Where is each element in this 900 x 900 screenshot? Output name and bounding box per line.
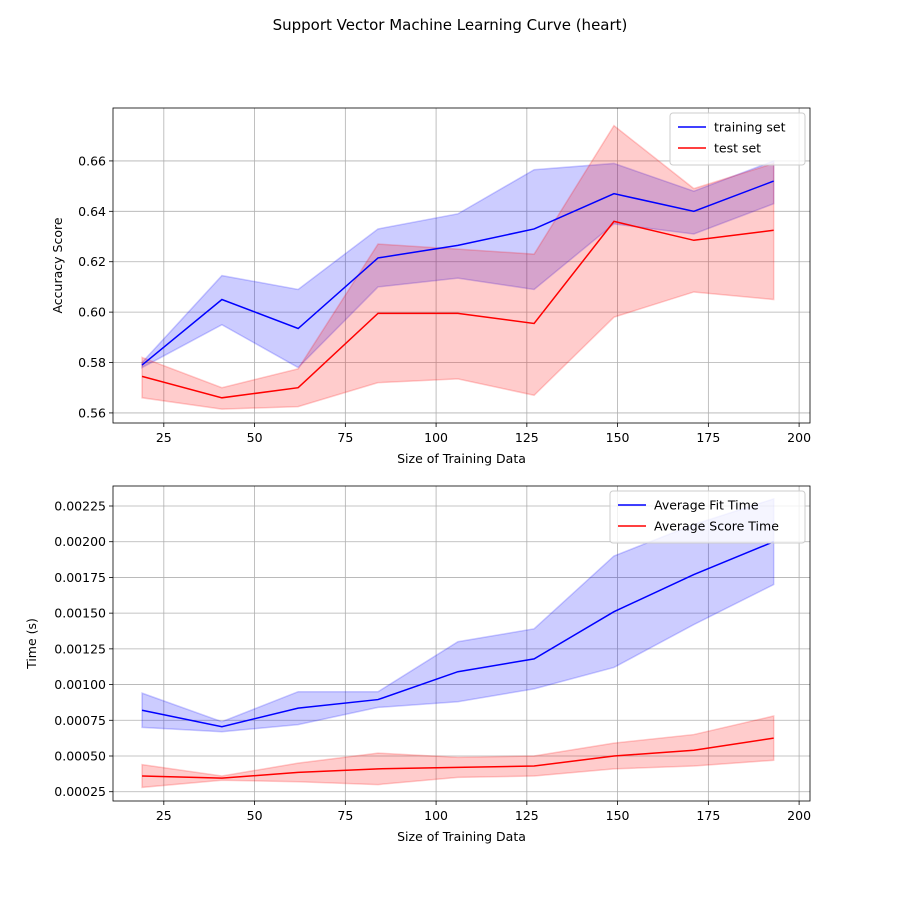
y-tick-label: 0.00125 bbox=[54, 641, 106, 656]
series-line-0 bbox=[141, 541, 774, 728]
time-chart: 25 50 75 100 125 150 175 200 0.00025 0.00050 0.000… bbox=[24, 485, 811, 844]
x-tick-label: 50 bbox=[247, 808, 263, 823]
y-tick-label: 0.62 bbox=[78, 254, 106, 269]
legend: training set test set bbox=[669, 112, 806, 166]
confidence-band-1 bbox=[141, 124, 775, 410]
legend-box bbox=[609, 490, 806, 544]
y-tick-label: 0.00150 bbox=[54, 606, 106, 621]
x-tick-label: 75 bbox=[337, 430, 353, 445]
y-tick-label: 0.00175 bbox=[54, 570, 106, 585]
legend-label: training set bbox=[714, 120, 786, 135]
x-tick-label: 125 bbox=[515, 430, 539, 445]
x-tick-label: 100 bbox=[424, 430, 448, 445]
confidence-band-0 bbox=[141, 159, 775, 369]
y-tick-label: 0.00075 bbox=[54, 713, 106, 728]
series-line-0 bbox=[141, 180, 774, 366]
series-line-1 bbox=[141, 220, 774, 399]
x-tick-label: 150 bbox=[606, 430, 630, 445]
legend-label: test set bbox=[714, 141, 761, 156]
y-tick-label: 0.00050 bbox=[54, 749, 106, 764]
grid bbox=[113, 486, 810, 801]
x-tick-label: 100 bbox=[424, 808, 448, 823]
legend-label: Average Fit Time bbox=[654, 498, 759, 513]
confidence-band-0 bbox=[141, 497, 775, 733]
series-line-1 bbox=[142, 737, 774, 779]
x-tick-label: 25 bbox=[156, 808, 172, 823]
legend: Average Fit Time Average Score Time bbox=[609, 490, 806, 544]
x-tick-label: 50 bbox=[247, 430, 263, 445]
x-tick-label: 175 bbox=[696, 808, 720, 823]
y-tick-label: 0.64 bbox=[78, 204, 106, 219]
figure-title: Support Vector Machine Learning Curve (h… bbox=[273, 16, 628, 34]
y-tick-label: 0.00200 bbox=[54, 534, 106, 549]
y-tick-label: 0.56 bbox=[78, 405, 106, 420]
x-tick-label: 75 bbox=[337, 808, 353, 823]
y-tick-label: 0.60 bbox=[78, 305, 106, 320]
legend-box bbox=[669, 112, 806, 166]
x-axis-label: Size of Training Data bbox=[397, 451, 526, 466]
plot-frame bbox=[112, 107, 811, 424]
plot-frame bbox=[112, 485, 811, 802]
y-axis-label: Time (s) bbox=[24, 618, 39, 670]
x-tick-label: 200 bbox=[787, 808, 811, 823]
x-axis-label: Size of Training Data bbox=[397, 829, 526, 844]
accuracy-chart: 25 50 75 100 125 150 175 200 0.56 0.58 0.60 0.62 0.6… bbox=[50, 107, 811, 466]
y-tick-label: 0.58 bbox=[78, 355, 106, 370]
x-tick-label: 200 bbox=[787, 430, 811, 445]
y-tick-label: 0.66 bbox=[78, 153, 106, 168]
y-axis-label: Accuracy Score bbox=[50, 217, 65, 313]
x-tick-label: 25 bbox=[156, 430, 172, 445]
y-tick-label: 0.00025 bbox=[54, 784, 106, 799]
legend-label: Average Score Time bbox=[654, 519, 779, 534]
x-tick-label: 150 bbox=[606, 808, 630, 823]
y-tick-label: 0.00225 bbox=[54, 499, 106, 514]
y-tick-label: 0.00100 bbox=[54, 677, 106, 692]
confidence-band-1 bbox=[141, 715, 775, 789]
x-tick-label: 125 bbox=[515, 808, 539, 823]
x-tick-label: 175 bbox=[696, 430, 720, 445]
